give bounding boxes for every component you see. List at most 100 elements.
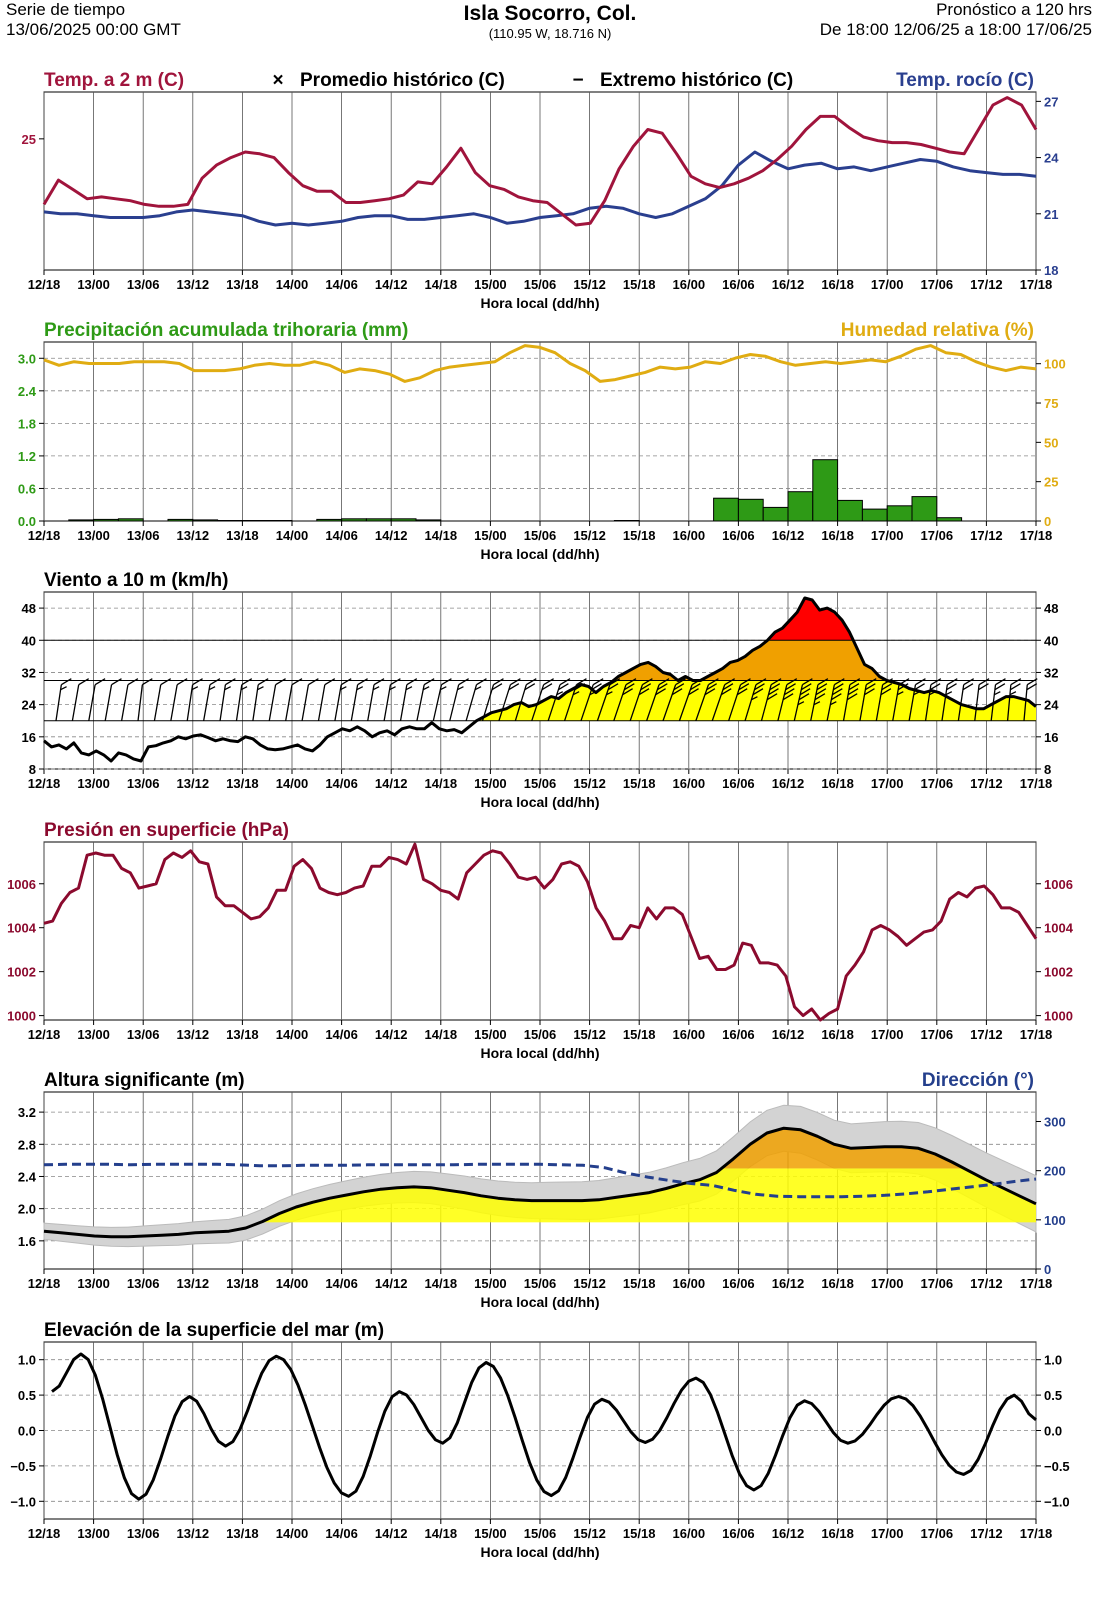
waves-xtick-label: 14/18 [425, 1276, 458, 1291]
precip-panel: 12/18 13/00 13/06 13/12 13/18 14/00 14/06 14/12… [18, 320, 1066, 562]
wind-barb [235, 678, 253, 721]
wind-barb-feather [865, 683, 876, 691]
wind-barb-staff [859, 684, 867, 721]
wind-barb-staff [481, 684, 495, 721]
wind-barb-half-feather [897, 691, 904, 696]
wind-barb-staff [153, 684, 162, 721]
sea-ytick-right-label: 0.0 [1044, 1424, 1062, 1439]
temp-xtick-label: 16/12 [772, 277, 805, 292]
sea-panel: 12/18 13/00 13/06 13/12 13/18 14/00 14/06 14/12… [10, 1320, 1069, 1560]
waves-xlabel: Hora local (dd/hh) [481, 1294, 600, 1310]
temp-xtick-label: 15/00 [474, 277, 507, 292]
temp-xtick-label: 13/06 [127, 277, 160, 292]
wind-barb [268, 678, 286, 721]
wind-barb-feather [642, 678, 653, 686]
wave-direction-line [43, 1162, 1037, 1199]
precip-bar [266, 520, 293, 522]
wind-barb-feather [1010, 683, 1021, 691]
wind-barb-staff [55, 684, 62, 721]
precip-title: Precipitación acumulada trihoraria (mm) [44, 320, 408, 341]
pressure-ytick-right-label: 1004 [1044, 921, 1074, 936]
pressure-xtick-label: 16/06 [722, 1027, 755, 1042]
precip-bar [812, 459, 839, 522]
precip-ytick-right-label: 50 [1044, 435, 1058, 450]
wind-barb-staff [219, 684, 227, 721]
station-title: Isla Socorro, Col. [463, 2, 637, 25]
wind-barb-feather [308, 678, 319, 686]
sea-xtick-label: 17/00 [871, 1526, 904, 1541]
wind-barb-staff [892, 684, 900, 721]
wind-barb [432, 678, 452, 721]
waves-xtick-label: 16/18 [821, 1276, 854, 1291]
pressure-xtick-label: 15/00 [474, 1027, 507, 1042]
pressure-xtick-label: 16/18 [821, 1027, 854, 1042]
wind-barb-half-feather [797, 701, 805, 706]
wind-barb-feather [915, 678, 926, 686]
precip-xtick-label: 15/00 [474, 528, 507, 543]
wind-barb-staff [203, 684, 211, 721]
pressure-line [43, 842, 1038, 1022]
precip-xtick-label: 14/12 [375, 528, 408, 543]
wind-barb-staff [88, 684, 96, 721]
wind-barb-feather [94, 678, 106, 686]
sea-level-line [51, 1352, 1037, 1501]
wind-barb-feather [994, 683, 1006, 691]
sea-xtick-label: 13/12 [177, 1526, 210, 1541]
waves-ytick-left-label: 2.0 [18, 1202, 36, 1217]
precip-ytick-right-label: 75 [1044, 396, 1058, 411]
precip-xtick-label: 16/00 [673, 528, 706, 543]
wind-barb [1023, 678, 1038, 721]
wind-barb-feather [708, 678, 719, 686]
pressure-ytick-left-label: 1000 [7, 1009, 36, 1024]
sea-ytick-left-label: 0.0 [18, 1424, 36, 1439]
humidity-title: Humedad relativa (%) [841, 320, 1034, 341]
wind-barb-feather [524, 683, 536, 691]
humidity-line [43, 344, 1037, 383]
waves-xtick-label: 12/18 [28, 1276, 61, 1291]
precip-bar [192, 519, 219, 522]
wind-barb-feather [752, 688, 764, 696]
wind-xtick-label: 17/06 [921, 776, 954, 791]
temp-xtick-label: 13/18 [226, 277, 259, 292]
waves-panel: 12/18 13/00 13/06 13/12 13/18 14/00 14/06 14/12… [18, 1070, 1066, 1310]
wind-barb-half-feather [422, 686, 430, 691]
wind-barb-feather [1026, 678, 1038, 686]
temp-xtick-label: 14/00 [276, 277, 309, 292]
wind-barb-half-feather [474, 686, 482, 691]
wind-barb-half-feather [389, 686, 396, 691]
precip-bar [911, 496, 938, 522]
wind-barb [711, 678, 736, 721]
wind-barb-half-feather [556, 691, 564, 696]
wind-barb [137, 678, 153, 721]
waves-ytick-right-label: 200 [1044, 1164, 1066, 1179]
legend-extreme-label: Extremo histórico (C) [600, 70, 793, 91]
precip-bar [861, 508, 888, 522]
wind-xtick-label: 15/06 [524, 776, 557, 791]
temp-xtick-label: 14/18 [425, 277, 458, 292]
waves-ytick-right-label: 300 [1044, 1115, 1066, 1130]
wind-barb [350, 678, 368, 721]
temp-ytick-right-label: 24 [1044, 151, 1059, 166]
wind-barb-feather [373, 678, 385, 686]
series-label: Serie de tiempo [6, 0, 126, 19]
sea-xtick-label: 14/12 [375, 1526, 408, 1541]
precip-ytick-left-label: 0.6 [18, 481, 36, 496]
precip-bar [390, 518, 417, 522]
temp-xtick-label: 13/00 [77, 277, 110, 292]
wind-barb-staff [613, 684, 627, 721]
sea-ytick-right-label: −0.5 [1044, 1459, 1070, 1474]
wind-barb-staff [580, 684, 594, 721]
precip-bar [167, 518, 194, 522]
precip-xtick-label: 15/12 [573, 528, 606, 543]
precip-ytick-left-label: 1.2 [18, 449, 36, 464]
wind-barb [826, 678, 845, 721]
precip-xtick-label: 15/18 [623, 528, 656, 543]
temp-xtick-label: 15/06 [524, 277, 557, 292]
wind-barb [104, 678, 122, 721]
sea-level-title: Elevación de la superficie del mar (m) [44, 1320, 384, 1341]
wind-barb-feather [689, 683, 701, 691]
waves-xtick-label: 17/12 [970, 1276, 1003, 1291]
wind-barb-half-feather [572, 691, 580, 696]
wind-barb [646, 678, 670, 721]
wind-barb-feather [390, 678, 401, 686]
